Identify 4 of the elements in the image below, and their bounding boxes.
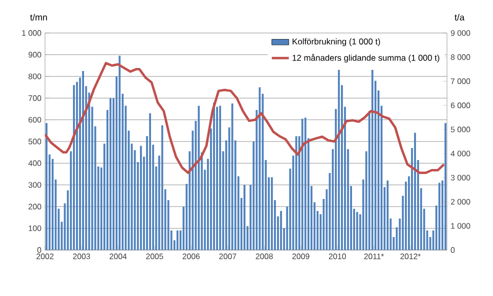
legend-label: Kolförbrukning (1 000 t) bbox=[292, 38, 380, 46]
y2-axis-title: t/a bbox=[454, 14, 464, 20]
legend-label: 12 månaders glidande summa (1 000 t) bbox=[292, 54, 440, 62]
y-axis-title: t/mn bbox=[30, 14, 47, 20]
